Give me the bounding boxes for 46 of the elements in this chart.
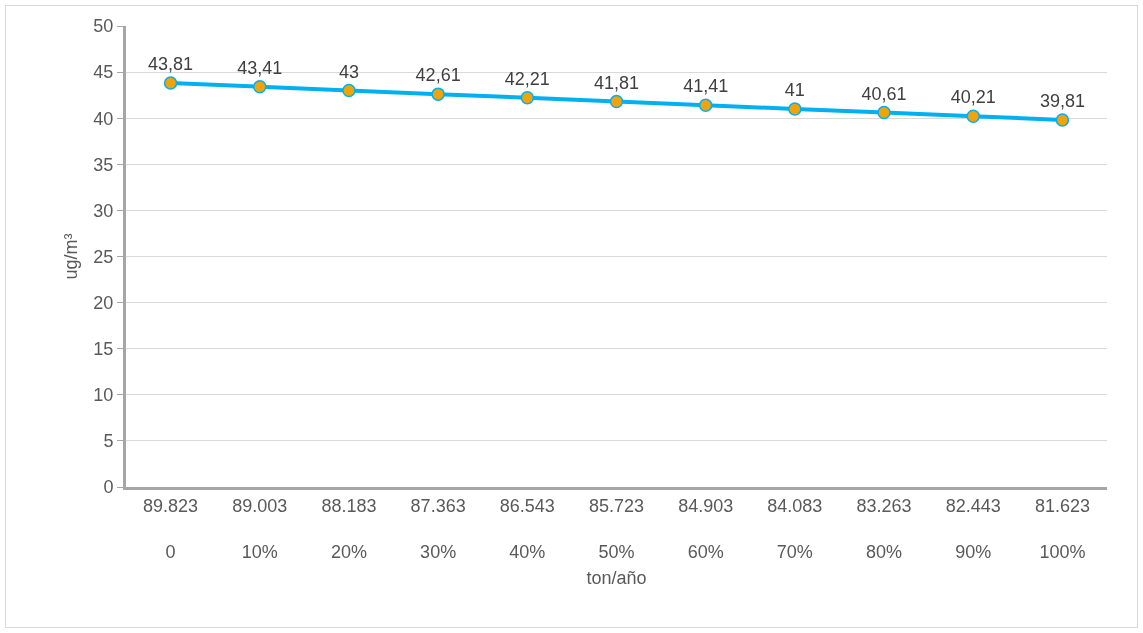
- category-label: 82.443 90%: [945, 495, 1001, 563]
- category-label: 81.623 100%: [1034, 495, 1090, 563]
- category-label: 85.723 50%: [588, 495, 645, 563]
- x-axis-title: ton/año: [586, 567, 647, 588]
- category-label: 84.903 60%: [678, 495, 734, 563]
- data-label: 41,81: [593, 72, 640, 93]
- point: [163, 76, 178, 90]
- y-tick-label: 45: [93, 62, 114, 83]
- category-label: 84.083 70%: [767, 495, 823, 563]
- data-label: 42,21: [504, 68, 550, 89]
- data-label: 39,81: [1039, 90, 1085, 111]
- y-tick-label: 35: [93, 154, 114, 175]
- point: [253, 80, 267, 94]
- y-tick-label: 0: [103, 477, 114, 498]
- y-tick-label: 30: [93, 200, 114, 221]
- point: [520, 91, 535, 105]
- data-label: 43: [338, 61, 359, 82]
- y-tick-label: 50: [93, 16, 114, 37]
- y-tick-label: 20: [93, 292, 114, 313]
- y-axis-title: ug/m³: [60, 233, 81, 280]
- point: [788, 102, 802, 116]
- data-label: 42,61: [415, 65, 461, 86]
- y-tick-label: 10: [93, 385, 114, 406]
- point: [431, 87, 445, 101]
- category-label: 83.263 80%: [856, 495, 912, 563]
- point: [698, 98, 713, 112]
- category-label: 86.543 40%: [499, 495, 555, 563]
- point: [966, 109, 980, 123]
- data-label: 40,21: [950, 87, 996, 108]
- y-tick-label: 15: [93, 339, 114, 359]
- data-label: 43,81: [148, 54, 194, 75]
- y-tick-label: 40: [93, 108, 114, 129]
- point: [609, 94, 624, 109]
- category-label: 88.183 20%: [321, 495, 377, 563]
- category-label: 89.823 0: [143, 495, 199, 563]
- y-tick-label: 25: [93, 246, 114, 267]
- data-label: 43,41: [237, 57, 283, 78]
- category-label: 89.003 10%: [232, 495, 288, 563]
- category-label: 87.363 30%: [410, 495, 466, 563]
- data-label: 41: [784, 79, 805, 100]
- y-tick-label: 5: [103, 431, 114, 452]
- point: [342, 83, 356, 98]
- data-label: 41,41: [683, 76, 729, 97]
- point: [877, 105, 891, 120]
- point: [1055, 113, 1070, 127]
- data-label: 40,61: [861, 83, 907, 104]
